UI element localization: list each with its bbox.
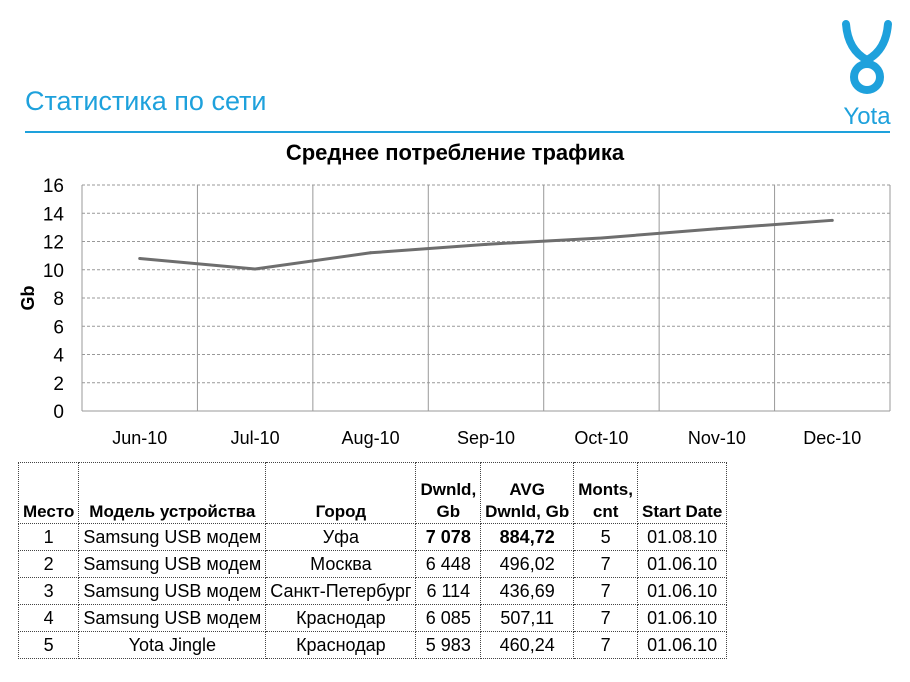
x-tick-label: Dec-10 [803,428,861,448]
column-header-text: Город [315,502,367,521]
column-header-text: Gb [436,502,461,521]
table-cell: 01.08.10 [636,523,728,551]
table-row: 1 Samsung USB модем Уфа 7 078 884,72 5 01.08.1… [17,523,728,551]
table-row: 2 Samsung USB модем Москва 6 448 496,02 7 01.0… [17,550,728,578]
y-tick-label: 4 [53,346,64,367]
data-point [830,218,834,222]
chart-title: Среднее потребление трафика [285,140,625,165]
table-cell: 7 078 [415,523,482,551]
table-cell: Санкт-Петербург [265,577,417,605]
logo-text: Yota [843,103,891,130]
data-point [253,267,257,271]
table-cell: 7 [573,631,638,659]
y-axis-label: Gb [18,285,38,310]
table-cell: 01.06.10 [636,577,728,605]
y-tick-label: 6 [53,317,64,338]
column-header-text: Модель устройства [89,502,256,521]
title-divider [25,131,890,133]
column-header-text: Dwnld, Gb [485,502,570,521]
table-row: 5 Yota Jingle Краснодар 5 983 460,24 7 01.06.1… [17,631,728,659]
column-header-text: Место [23,502,75,521]
table-cell: Краснодар [265,631,417,659]
data-point [369,251,373,255]
table-cell: 6 085 [415,604,482,632]
data-point [715,227,719,231]
column-header: Модель устройства [78,462,267,524]
y-tick-label: 14 [43,204,65,225]
x-tick-label: Sep-10 [457,428,515,448]
table-cell: 3 [17,577,80,605]
table-cell: Samsung USB модем [78,577,267,605]
table-cell: Samsung USB модем [78,550,267,578]
x-tick-label: Jul-10 [231,428,280,448]
column-header-text: AVG [509,480,545,499]
y-tick-label: 12 [43,233,64,254]
table-cell: 5 983 [415,631,482,659]
table-cell: Samsung USB модем [78,604,267,632]
table-cell: Москва [265,550,417,578]
table-cell: 6 114 [415,577,482,605]
column-header-text: cnt [592,502,619,521]
column-header: Dwnld, Gb [415,462,482,524]
table-cell: 884,72 [480,523,575,551]
data-point [138,256,142,260]
x-tick-label: Nov-10 [688,428,746,448]
table-cell: 2 [17,550,80,578]
table-cell: 01.06.10 [636,631,728,659]
table-cell: Samsung USB модем [78,523,267,551]
table-cell: 7 [573,604,638,632]
table-cell: 6 448 [415,550,482,578]
table-cell: 5 [573,523,638,551]
table-cell: 1 [17,523,80,551]
table-cell: 7 [573,577,638,605]
table-row: 4 Samsung USB модем Краснодар 6 085 507,11 7 0… [17,604,728,632]
yota-logo: Yota [842,20,892,130]
x-tick-label: Oct-10 [574,428,628,448]
data-point [484,242,488,246]
table-cell: Yota Jingle [78,631,267,659]
column-header-text: Dwnld, [420,480,477,499]
data-point [599,236,603,240]
table-cell: 496,02 [480,550,575,578]
table-cell: 01.06.10 [636,550,728,578]
page-title: Статистика по сети [25,86,267,116]
x-tick-label: Aug-10 [342,428,400,448]
column-header: Город [265,462,417,524]
column-header: Start Date [636,462,728,524]
y-tick-label: 16 [43,176,64,197]
x-tick-label: Jun-10 [112,428,167,448]
table-cell: 4 [17,604,80,632]
column-header-text: Start Date [642,502,723,521]
table-cell: 01.06.10 [636,604,728,632]
column-header-text: Monts, [578,480,633,499]
table-cell: 507,11 [480,604,575,632]
table-cell: 5 [17,631,80,659]
table-row: 3 Samsung USB модем Санкт-Петербург 6 114 43… [17,577,728,605]
column-header: AVG Dwnld, Gb [480,462,575,524]
column-header: Место [17,462,80,524]
y-tick-label: 0 [53,402,64,423]
column-header: Monts, cnt [573,462,638,524]
table-cell: 7 [573,550,638,578]
table-cell: 436,69 [480,577,575,605]
table-cell: Краснодар [265,604,417,632]
stats-table: Место Модель устройства Город Dwnld, Gb AVG Dw… [17,462,728,659]
y-tick-label: 8 [53,289,64,310]
y-tick-label: 10 [43,261,64,282]
y-tick-label: 2 [53,374,64,395]
table-cell: Уфа [265,523,417,551]
table-cell: 460,24 [480,631,575,659]
line-chart: 0 2 4 6 8 10 12 14 16 Jun-10 Jul-10 Aug-10 Sep-10 Oct… [18,176,891,448]
